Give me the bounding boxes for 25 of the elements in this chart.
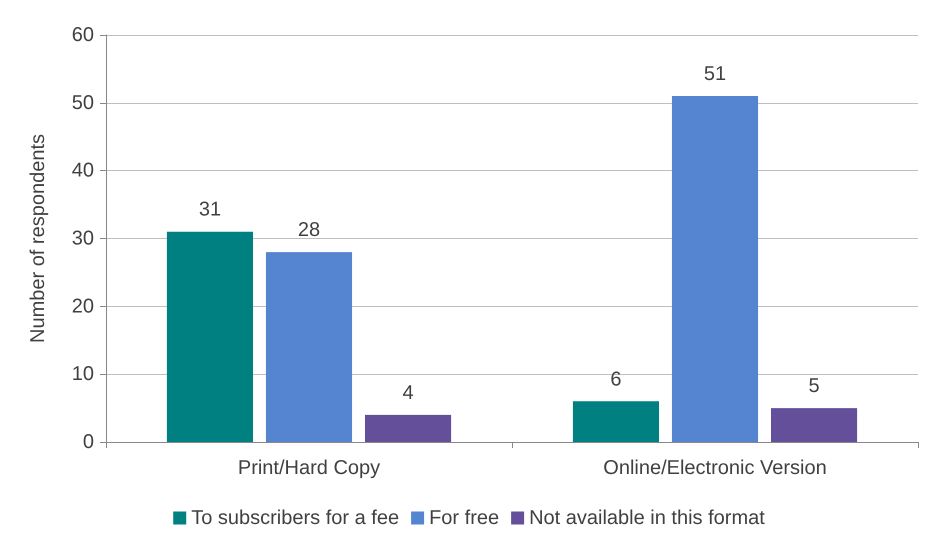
data-label: 31 (198, 198, 222, 221)
data-label: 51 (704, 63, 726, 86)
y-tick-label: 50 (72, 92, 94, 114)
y-tick-label: 10 (72, 363, 94, 386)
legend-label: For free (429, 507, 500, 529)
y-tick-label: 20 (72, 295, 94, 318)
data-label: 28 (298, 219, 320, 242)
data-label: 5 (808, 375, 820, 398)
bar (364, 414, 452, 442)
data-label: 6 (610, 368, 622, 390)
legend-label: To subscribers for a fee (191, 507, 400, 529)
x-tick-label: Print/Hard Copy (238, 457, 380, 479)
bar (770, 408, 858, 442)
bar (572, 401, 660, 442)
bar (672, 96, 758, 442)
data-label: 4 (402, 382, 414, 404)
y-tick-label: 60 (72, 24, 94, 46)
bar (166, 232, 254, 442)
bar (266, 252, 352, 442)
y-tick-label: 30 (72, 228, 94, 250)
y-tick-label: 40 (72, 160, 94, 182)
y-axis-title: Number of respondents (27, 134, 49, 344)
x-tick-label: Online/Electronic Version (603, 457, 827, 479)
legend-label: Not available in this format (529, 507, 766, 529)
y-tick-label: 0 (82, 431, 94, 453)
